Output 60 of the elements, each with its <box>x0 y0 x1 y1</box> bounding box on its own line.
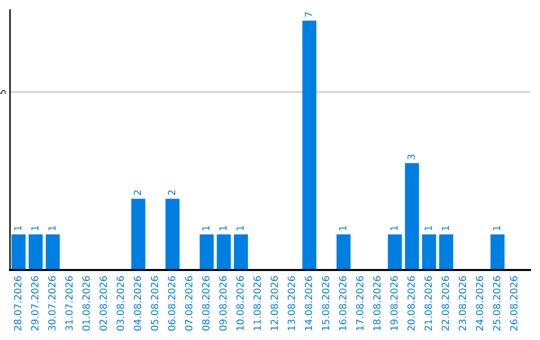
x-tick-label: 14.08.2026 <box>304 276 312 330</box>
x-tick-label: 05.08.2026 <box>150 276 158 331</box>
data-label: 1 <box>202 226 210 230</box>
bar <box>404 163 419 270</box>
x-tick-label: 21.08.2026 <box>424 276 432 331</box>
bar <box>234 234 248 270</box>
data-label: 1 <box>14 226 22 230</box>
bar <box>28 234 43 270</box>
bar <box>46 234 60 270</box>
data-label: 1 <box>31 226 38 230</box>
data-label: 2 <box>134 190 141 195</box>
x-tick-label: 09.08.2026 <box>219 276 227 331</box>
x-tick-label: 29.07.2026 <box>31 276 38 331</box>
x-tick-label: 26.08.2026 <box>510 276 518 331</box>
bar <box>302 20 316 270</box>
x-tick-label: 24.08.2026 <box>476 276 484 331</box>
data-label: 1 <box>339 226 346 230</box>
x-tick-label: 15.08.2026 <box>322 276 330 330</box>
bar <box>12 234 26 270</box>
data-label: 1 <box>442 226 449 230</box>
x-tick-label: 12.08.2026 <box>270 276 278 330</box>
bar <box>388 234 402 270</box>
bar <box>200 234 214 270</box>
x-tick-label: 02.08.2026 <box>100 276 107 331</box>
data-label: 2 <box>168 190 176 195</box>
x-tick-label: 03.08.2026 <box>116 276 124 331</box>
bar <box>490 234 505 270</box>
x-tick-label: 01.08.2026 <box>82 276 90 331</box>
data-label: 1 <box>236 226 244 230</box>
x-tick-label: 28.07.2026 <box>14 276 22 331</box>
x-tick-label: 31.07.2026 <box>65 276 73 330</box>
x-tick-label: 06.08.2026 <box>168 276 176 331</box>
x-tick-label: 22.08.2026 <box>442 276 450 331</box>
bar <box>336 234 351 270</box>
x-tick-label: 30.07.2026 <box>48 276 56 330</box>
bar <box>131 198 146 270</box>
x-tick-label: 16.08.2026 <box>339 276 346 330</box>
data-label: 1 <box>219 226 226 230</box>
x-tick-label: 20.08.2026 <box>407 276 415 331</box>
data-label: 1 <box>390 226 398 230</box>
x-tick-label: 19.08.2026 <box>390 276 398 330</box>
x-tick-label: 10.08.2026 <box>236 276 244 330</box>
x-tick-label: 23.08.2026 <box>458 276 466 331</box>
x-tick-label: 08.08.2026 <box>202 276 210 331</box>
data-label: 1 <box>48 226 56 230</box>
bar <box>439 234 454 270</box>
data-label: 1 <box>493 226 500 230</box>
data-label: 1 <box>424 226 432 230</box>
bar <box>165 198 180 270</box>
x-tick-label: 13.08.2026 <box>288 276 296 330</box>
x-tick-label: 25.08.2026 <box>492 276 500 331</box>
x-tick-label: 18.08.2026 <box>373 276 381 330</box>
x-tick-label: 17.08.2026 <box>356 276 364 330</box>
x-tick-label: 04.08.2026 <box>134 276 142 331</box>
bar <box>422 234 436 270</box>
bar <box>216 234 231 270</box>
x-tick-label: 07.08.2026 <box>185 276 192 331</box>
data-label: 7 <box>304 12 312 17</box>
data-label: 3 <box>407 154 415 160</box>
x-tick-label: 11.08.2026 <box>253 276 261 330</box>
